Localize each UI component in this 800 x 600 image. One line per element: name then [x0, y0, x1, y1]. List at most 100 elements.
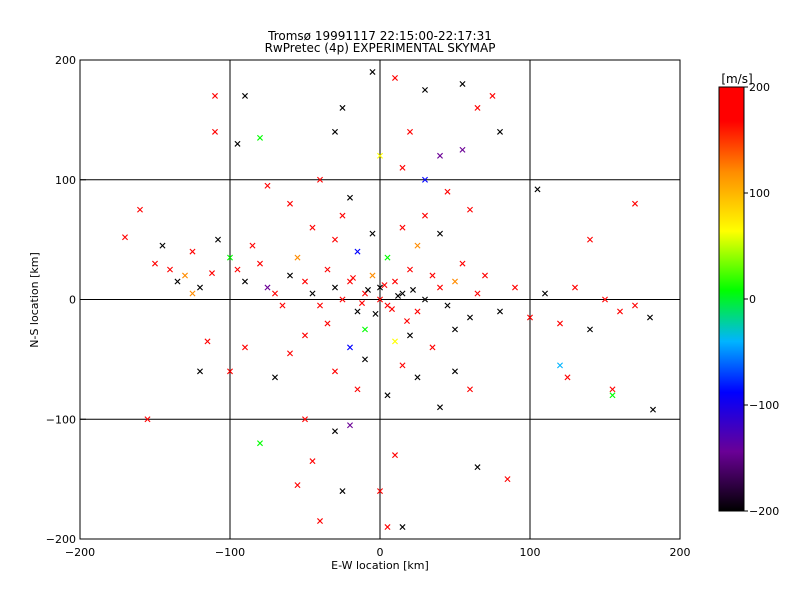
data-point: [557, 320, 563, 327]
data-point: [317, 518, 323, 525]
data-point: [422, 86, 428, 93]
data-point: [257, 260, 263, 267]
data-point: [414, 374, 421, 381]
data-point: [414, 308, 421, 315]
data-point: [392, 74, 398, 81]
data-point: [384, 302, 391, 309]
data-point: [359, 300, 365, 307]
data-points: [122, 68, 656, 531]
x-tick-label: 0: [377, 546, 384, 559]
data-point: [122, 234, 128, 241]
data-point: [354, 386, 361, 393]
data-point: [422, 176, 428, 183]
data-point: [369, 230, 376, 237]
data-point: [354, 248, 361, 255]
data-point: [242, 344, 248, 351]
data-point: [174, 278, 181, 285]
data-point: [332, 368, 338, 375]
colorbar: [718, 86, 745, 512]
data-point: [564, 374, 571, 381]
data-point: [557, 362, 563, 369]
data-point: [309, 290, 316, 297]
data-point: [324, 266, 331, 273]
data-point: [392, 452, 398, 459]
data-point: [369, 68, 376, 75]
data-point: [372, 310, 379, 317]
data-point: [234, 140, 241, 147]
data-point: [384, 254, 391, 261]
data-point: [362, 356, 368, 363]
data-point: [189, 290, 196, 297]
data-point: [264, 284, 271, 291]
data-point: [257, 134, 263, 141]
data-point: [272, 290, 278, 297]
data-point: [377, 284, 383, 291]
data-point: [399, 164, 406, 171]
y-tick-label: 0: [69, 294, 76, 307]
data-point: [347, 422, 353, 429]
data-point: [365, 286, 371, 293]
y-tick-label: 100: [55, 174, 76, 187]
data-point: [381, 282, 388, 289]
x-tick-label: −200: [65, 546, 95, 559]
data-point: [137, 206, 143, 213]
data-point: [227, 368, 233, 375]
data-point: [452, 326, 458, 333]
data-point: [377, 152, 383, 159]
data-point: [234, 266, 241, 273]
data-point: [287, 272, 293, 279]
data-point: [395, 292, 401, 299]
data-point: [527, 314, 533, 321]
data-point: [572, 284, 578, 291]
data-point: [144, 416, 151, 423]
data-point: [257, 440, 263, 447]
data-point: [429, 344, 436, 351]
data-point: [362, 326, 368, 333]
data-point: [302, 332, 308, 339]
x-tick-label: 100: [520, 546, 541, 559]
data-point: [317, 302, 323, 309]
data-point: [369, 272, 376, 279]
data-point: [407, 332, 413, 339]
data-point: [159, 242, 166, 249]
data-point: [609, 392, 616, 399]
colorbar-tick-label: 200: [749, 81, 770, 94]
data-point: [497, 308, 503, 315]
data-point: [399, 524, 406, 531]
data-point: [189, 248, 196, 255]
data-point: [650, 406, 656, 413]
y-axis-label: N-S location [km]: [28, 252, 41, 348]
data-point: [317, 176, 323, 183]
data-point: [212, 128, 218, 135]
data-point: [399, 290, 406, 297]
data-point: [279, 302, 286, 309]
y-tick-label: −100: [46, 413, 76, 426]
data-point: [437, 152, 443, 159]
colorbar-label: [m/s]: [721, 72, 752, 86]
colorbar-tick-label: −100: [749, 399, 779, 412]
data-point: [459, 146, 466, 153]
data-point: [437, 404, 443, 411]
data-point: [399, 362, 406, 369]
data-point: [444, 188, 451, 195]
data-point: [339, 296, 346, 303]
data-point: [422, 212, 428, 219]
data-point: [339, 104, 346, 111]
y-tick-label: 200: [55, 54, 76, 67]
data-point: [384, 524, 391, 531]
data-point: [287, 350, 293, 357]
data-point: [309, 224, 316, 231]
data-point: [347, 194, 353, 201]
data-point: [414, 242, 421, 249]
data-point: [182, 272, 188, 279]
data-point: [467, 206, 473, 213]
data-point: [339, 212, 346, 219]
data-point: [632, 200, 638, 207]
data-point: [332, 236, 338, 243]
x-axis-label: E-W location [km]: [331, 559, 429, 572]
data-point: [497, 128, 503, 135]
data-point: [399, 224, 406, 231]
data-point: [404, 318, 410, 325]
data-point: [459, 260, 466, 267]
